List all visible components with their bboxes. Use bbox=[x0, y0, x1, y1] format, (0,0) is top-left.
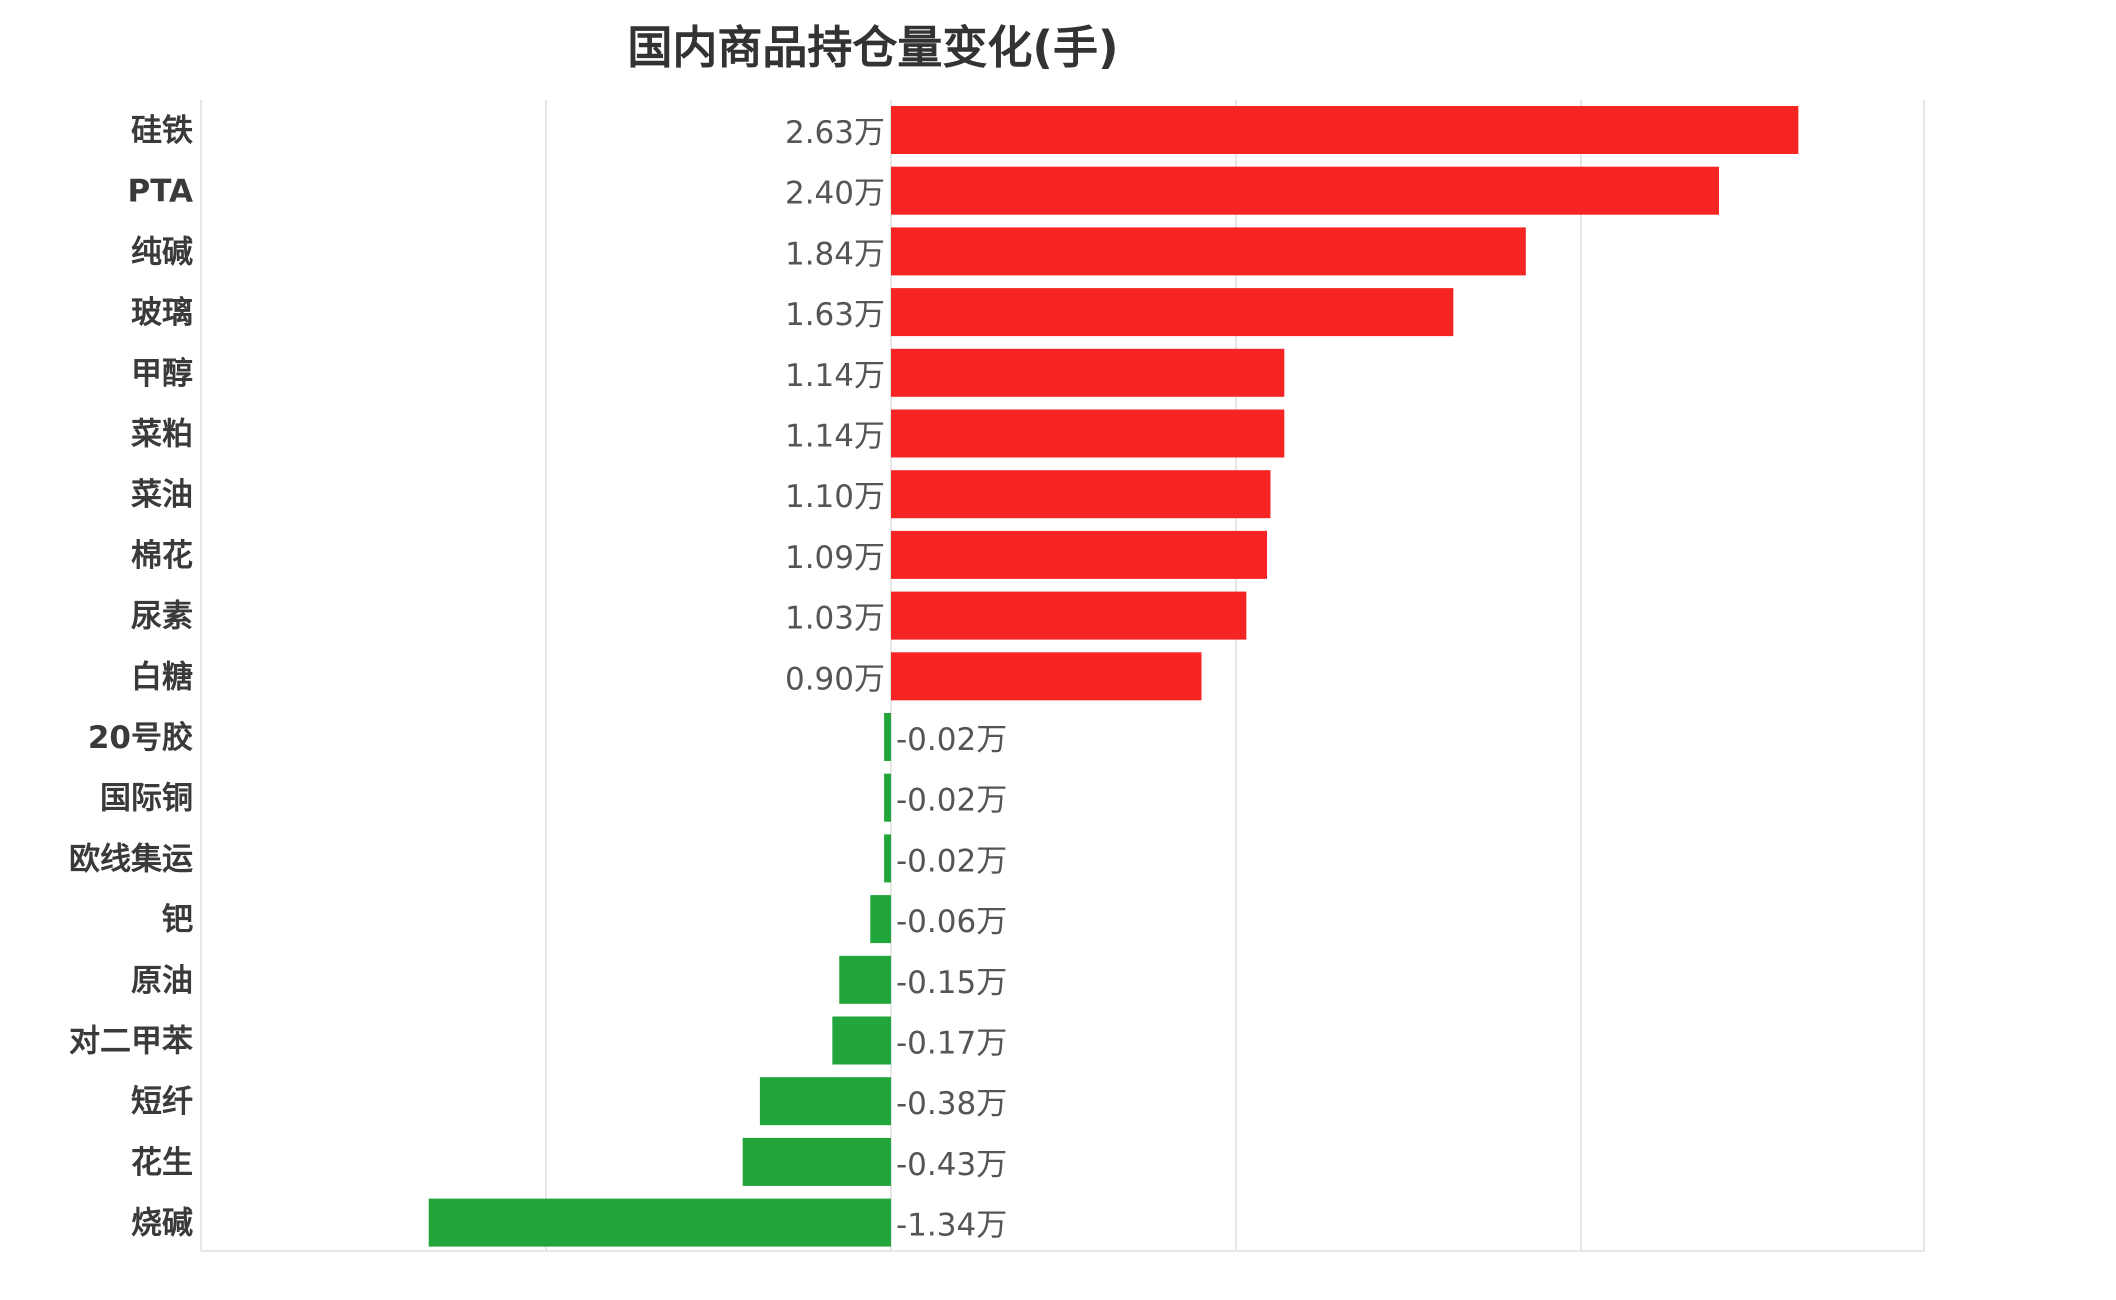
category-label: 短纤 bbox=[131, 1084, 193, 1120]
category-label: 钯 bbox=[162, 902, 193, 938]
value-label: 1.14万 bbox=[785, 358, 885, 394]
category-label: 玻璃 bbox=[131, 295, 193, 331]
value-labels: 2.63万 2.40万 1.84万 1.63万 1.14万 1.14万 1.10万 1.09万… bbox=[785, 115, 1007, 1244]
bar bbox=[891, 409, 1285, 458]
chart-title: 国内商品持仓量变化(手) bbox=[627, 21, 1118, 74]
category-label: 对二甲苯 bbox=[69, 1024, 193, 1060]
value-label: 1.10万 bbox=[785, 479, 885, 515]
bars bbox=[428, 106, 1799, 1247]
value-label: -0.06万 bbox=[896, 904, 1007, 940]
category-label: 纯碱 bbox=[131, 234, 193, 270]
category-label: 国际铜 bbox=[100, 781, 193, 817]
category-label: 花生 bbox=[131, 1145, 193, 1181]
value-label: 1.09万 bbox=[785, 540, 885, 576]
bar bbox=[891, 348, 1285, 397]
bar bbox=[832, 1016, 891, 1065]
value-label: 0.90万 bbox=[785, 661, 885, 697]
value-label: 1.63万 bbox=[785, 297, 885, 333]
category-label: 硅铁 bbox=[131, 113, 193, 149]
bar bbox=[891, 166, 1719, 215]
value-label: -0.15万 bbox=[896, 965, 1007, 1001]
bar bbox=[891, 470, 1271, 519]
bar bbox=[759, 1077, 891, 1126]
category-label: 原油 bbox=[131, 963, 193, 999]
bar bbox=[891, 227, 1526, 276]
bar bbox=[884, 713, 891, 761]
bar bbox=[884, 834, 891, 883]
value-label: -0.38万 bbox=[896, 1086, 1007, 1122]
category-label: 白糖 bbox=[131, 659, 193, 695]
value-label: -0.17万 bbox=[896, 1026, 1007, 1062]
value-label: -1.34万 bbox=[896, 1208, 1007, 1244]
value-label: 1.84万 bbox=[785, 236, 885, 272]
value-label: 2.40万 bbox=[785, 176, 885, 212]
value-label: 1.03万 bbox=[785, 601, 885, 637]
category-label: 菜粕 bbox=[131, 417, 193, 453]
category-label: 甲醇 bbox=[131, 356, 193, 392]
category-label: PTA bbox=[128, 174, 193, 210]
category-label: 欧线集运 bbox=[69, 841, 193, 877]
bar bbox=[870, 895, 891, 944]
value-label: 1.14万 bbox=[785, 419, 885, 455]
bar bbox=[742, 1137, 891, 1186]
category-label: 棉花 bbox=[131, 538, 193, 574]
value-label: -0.02万 bbox=[896, 722, 1007, 758]
category-label: 烧碱 bbox=[131, 1206, 193, 1242]
bar bbox=[428, 1198, 891, 1247]
value-label: -0.43万 bbox=[896, 1147, 1007, 1183]
value-label: -0.02万 bbox=[896, 783, 1007, 819]
bar bbox=[884, 773, 891, 822]
bar bbox=[891, 288, 1454, 337]
value-label: 2.63万 bbox=[785, 115, 885, 151]
category-label: 尿素 bbox=[131, 599, 193, 635]
bar bbox=[891, 652, 1202, 701]
bar bbox=[891, 591, 1247, 640]
value-label: -0.02万 bbox=[896, 843, 1007, 879]
bar bbox=[839, 955, 891, 1004]
category-label: 菜油 bbox=[131, 477, 193, 513]
bar bbox=[891, 106, 1799, 154]
category-label: 20号胶 bbox=[88, 720, 193, 756]
bar bbox=[891, 530, 1268, 579]
